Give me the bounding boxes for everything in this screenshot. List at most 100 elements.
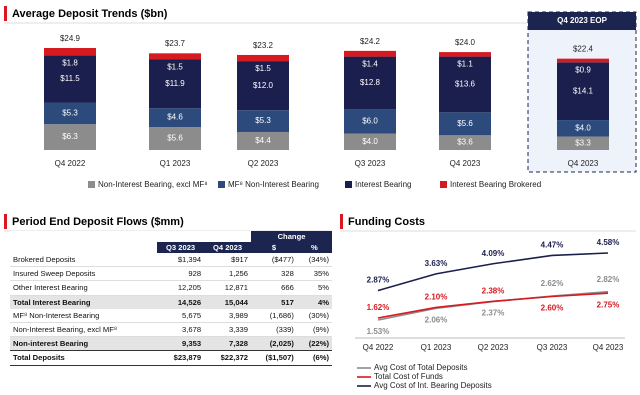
segment-label: $13.6 <box>455 80 476 89</box>
x-tick-label: Q3 2023 <box>355 159 386 168</box>
x-tick-label: Q4 2022 <box>363 343 394 352</box>
table-row: Total Interest Bearing 14,526 15,044 517 4% <box>10 295 332 309</box>
value-label: 3.63% <box>425 259 448 268</box>
table-cell: Other Interest Bearing <box>10 280 158 296</box>
table-cell: 3,678 <box>157 322 205 338</box>
value-label: 1.53% <box>367 327 390 336</box>
table-cell: 1,256 <box>204 266 252 282</box>
table-row: Non-Interest Bearing, excl MF⁸ 3,678 3,339… <box>10 322 332 338</box>
table-cell: (6%) <box>296 350 332 366</box>
x-tick-label: Q4 2023 <box>568 159 599 168</box>
table-row: Insured Sweep Deposits 928 1,256 328 35% <box>10 266 332 282</box>
table-cell: 5% <box>296 280 332 296</box>
segment-label: $1.5 <box>255 64 271 73</box>
table-cell: 5,675 <box>157 308 205 323</box>
total-label: $24.9 <box>60 34 81 43</box>
table-cell: $23,879 <box>157 350 205 366</box>
table-cell: 12,205 <box>157 280 205 296</box>
title-accent <box>4 214 7 229</box>
x-tick-label: Q4 2023 <box>593 343 624 352</box>
table-cell: Q3 2023 <box>157 242 205 253</box>
segment-label: $3.6 <box>457 138 473 147</box>
value-label: 2.60% <box>541 304 564 313</box>
line <box>377 252 609 292</box>
table-row: MF⁸ Non-Interest Bearing 5,675 3,989 (1,686… <box>10 308 332 323</box>
bar-segment <box>149 59 201 109</box>
x-tick-label: Q3 2023 <box>537 343 568 352</box>
segment-label: $5.6 <box>457 119 473 128</box>
title-accent <box>340 214 343 229</box>
legend-swatch <box>88 181 95 188</box>
table-cell: (22%) <box>296 336 332 351</box>
x-tick-label: Q1 2023 <box>421 343 452 352</box>
segment-label: $12.8 <box>360 78 381 87</box>
table-cell: Total Deposits <box>10 350 158 366</box>
total-label: $24.2 <box>360 37 381 46</box>
bar-segment <box>439 52 491 57</box>
total-label: $23.7 <box>165 39 186 48</box>
table-cell: MF⁸ Non-Interest Bearing <box>10 308 158 323</box>
table-cell: 3,339 <box>204 322 252 338</box>
total-label: $22.4 <box>573 44 594 53</box>
bar-segment <box>557 62 609 121</box>
table-cell: 666 <box>251 280 297 296</box>
value-label: 2.38% <box>482 286 505 295</box>
bar-segment <box>439 112 491 136</box>
segment-label: $14.1 <box>573 86 594 95</box>
bar-segment <box>557 58 609 63</box>
table-row: Non-interest Bearing 9,353 7,328 (2,025) (22… <box>10 336 332 351</box>
x-tick-label: Q4 2022 <box>55 159 86 168</box>
line-title: Funding Costs <box>348 216 425 228</box>
legend-label: Avg Cost of Int. Bearing Deposits <box>374 381 492 390</box>
segment-label: $5.3 <box>62 108 78 117</box>
table-cell: (1,686) <box>251 308 297 323</box>
table-row: Other Interest Bearing 12,205 12,871 666 5% <box>10 280 332 296</box>
bar-segment <box>344 56 396 110</box>
bar-segment <box>149 53 201 60</box>
segment-label: $1.1 <box>457 60 473 69</box>
value-label: 2.37% <box>482 309 505 318</box>
bar-segment <box>44 55 96 103</box>
value-label: 2.82% <box>597 275 620 284</box>
table-cell: 4% <box>296 295 332 309</box>
table-cell: $ <box>251 242 297 253</box>
bar-segment <box>44 124 96 150</box>
table-cell: 35% <box>296 266 332 282</box>
segment-label: $4.0 <box>575 123 591 132</box>
legend-label: Interest Bearing Brokered <box>450 180 541 189</box>
segment-label: $1.5 <box>167 63 183 72</box>
bar-segment <box>237 54 289 62</box>
value-label: 2.62% <box>541 279 564 288</box>
table-cell: $22,372 <box>204 350 252 366</box>
value-label: 4.47% <box>541 241 564 250</box>
total-label: $23.2 <box>253 41 274 50</box>
segment-label: $4.0 <box>362 137 378 146</box>
segment-label: $4.4 <box>255 136 271 145</box>
table-cell: $917 <box>204 253 252 268</box>
bar-segment <box>44 102 96 125</box>
legend-label: Interest Bearing <box>355 180 411 189</box>
bar-segment <box>344 109 396 134</box>
segment-label: $6.3 <box>62 132 78 141</box>
total-label: $24.0 <box>455 38 476 47</box>
legend-swatch <box>440 181 447 188</box>
table-cell: 3,989 <box>204 308 252 323</box>
table-cell: 7,328 <box>204 336 252 351</box>
segment-label: $11.5 <box>60 74 80 83</box>
segment-label: $5.3 <box>255 116 271 125</box>
table-cell <box>10 231 252 242</box>
table-wrap: Change Q3 2023 Q4 2023 $% Brokered Deposits $… <box>10 231 332 366</box>
bar-segment <box>237 110 289 132</box>
table-cell: $1,394 <box>157 253 205 268</box>
table-cell: 12,871 <box>204 280 252 296</box>
table-row: Total Deposits $23,879 $22,372 ($1,507) (6%) <box>10 350 332 366</box>
bar-segment <box>44 48 96 56</box>
table-cell: 328 <box>251 266 297 282</box>
table-row: Change <box>10 231 332 242</box>
bar-segment <box>344 50 396 57</box>
table-cell: 14,526 <box>157 295 205 309</box>
value-label: 4.09% <box>482 249 505 258</box>
eop-header <box>528 12 636 30</box>
table-cell: Q4 2023 <box>204 242 252 253</box>
